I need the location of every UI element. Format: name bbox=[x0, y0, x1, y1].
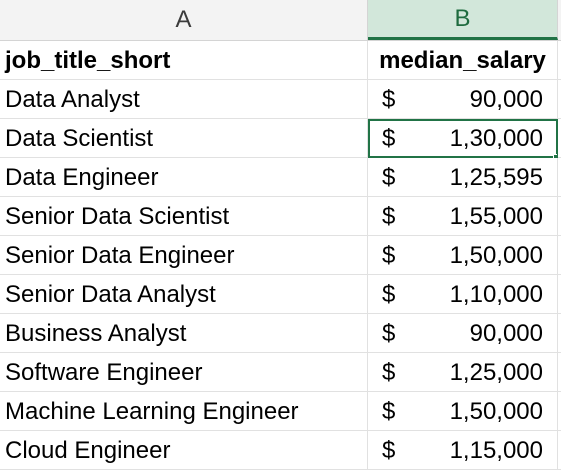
salary-value: 90,000 bbox=[469, 85, 543, 113]
cell-salary[interactable]: $ 90,000 bbox=[368, 80, 558, 119]
cell-title[interactable]: Business Analyst bbox=[0, 314, 368, 353]
cell-salary-selected[interactable]: $ 1,30,000 bbox=[368, 119, 558, 158]
salary-value: 90,000 bbox=[469, 319, 543, 347]
cell-title[interactable]: Software Engineer bbox=[0, 353, 368, 392]
cell-b1[interactable]: median_salary bbox=[368, 41, 558, 80]
table-row: Senior Data Analyst $ 1,10,000 bbox=[0, 275, 561, 314]
currency-symbol: $ bbox=[382, 436, 396, 464]
cell-grid: job_title_short median_salary Data Analy… bbox=[0, 41, 561, 470]
cell-salary[interactable]: $ 1,25,595 bbox=[368, 158, 558, 197]
column-header-bar: A B bbox=[0, 0, 561, 41]
salary-value: 1,25,595 bbox=[449, 163, 543, 191]
currency-symbol: $ bbox=[382, 319, 396, 347]
currency-symbol: $ bbox=[382, 163, 396, 191]
column-header-a[interactable]: A bbox=[0, 0, 368, 40]
cell-title[interactable]: Data Scientist bbox=[0, 119, 368, 158]
cell-title[interactable]: Cloud Engineer bbox=[0, 431, 368, 470]
salary-value: 1,55,000 bbox=[449, 202, 543, 230]
cell-title[interactable]: Senior Data Scientist bbox=[0, 197, 368, 236]
salary-value: 1,50,000 bbox=[449, 397, 543, 425]
table-row: Data Engineer $ 1,25,595 bbox=[0, 158, 561, 197]
salary-value: 1,30,000 bbox=[449, 124, 543, 152]
currency-symbol: $ bbox=[382, 124, 396, 152]
table-row: Software Engineer $ 1,25,000 bbox=[0, 353, 561, 392]
cell-salary[interactable]: $ 1,55,000 bbox=[368, 197, 558, 236]
cell-salary[interactable]: $ 1,50,000 bbox=[368, 392, 558, 431]
table-row: Senior Data Engineer $ 1,50,000 bbox=[0, 236, 561, 275]
cell-title[interactable]: Data Analyst bbox=[0, 80, 368, 119]
table-row: Business Analyst $ 90,000 bbox=[0, 314, 561, 353]
salary-value: 1,50,000 bbox=[449, 241, 543, 269]
cell-title[interactable]: Senior Data Analyst bbox=[0, 275, 368, 314]
currency-symbol: $ bbox=[382, 358, 396, 386]
cell-title[interactable]: Senior Data Engineer bbox=[0, 236, 368, 275]
header-row: job_title_short median_salary bbox=[0, 41, 561, 80]
currency-symbol: $ bbox=[382, 280, 396, 308]
table-row: Cloud Engineer $ 1,15,000 bbox=[0, 431, 561, 470]
salary-value: 1,10,000 bbox=[449, 280, 543, 308]
cell-title[interactable]: Machine Learning Engineer bbox=[0, 392, 368, 431]
cell-salary[interactable]: $ 1,10,000 bbox=[368, 275, 558, 314]
fill-handle[interactable] bbox=[553, 154, 557, 158]
cell-salary[interactable]: $ 90,000 bbox=[368, 314, 558, 353]
cell-salary[interactable]: $ 1,50,000 bbox=[368, 236, 558, 275]
table-row: Senior Data Scientist $ 1,55,000 bbox=[0, 197, 561, 236]
table-row: Machine Learning Engineer $ 1,50,000 bbox=[0, 392, 561, 431]
salary-value: 1,15,000 bbox=[449, 436, 543, 464]
cell-salary[interactable]: $ 1,25,000 bbox=[368, 353, 558, 392]
cell-a1[interactable]: job_title_short bbox=[0, 41, 368, 80]
currency-symbol: $ bbox=[382, 241, 396, 269]
table-row: Data Analyst $ 90,000 bbox=[0, 80, 561, 119]
salary-value: 1,25,000 bbox=[449, 358, 543, 386]
currency-symbol: $ bbox=[382, 202, 396, 230]
column-header-b[interactable]: B bbox=[368, 0, 558, 40]
cell-title[interactable]: Data Engineer bbox=[0, 158, 368, 197]
currency-symbol: $ bbox=[382, 85, 396, 113]
table-row: Data Scientist $ 1,30,000 bbox=[0, 119, 561, 158]
cell-salary[interactable]: $ 1,15,000 bbox=[368, 431, 558, 470]
currency-symbol: $ bbox=[382, 397, 396, 425]
